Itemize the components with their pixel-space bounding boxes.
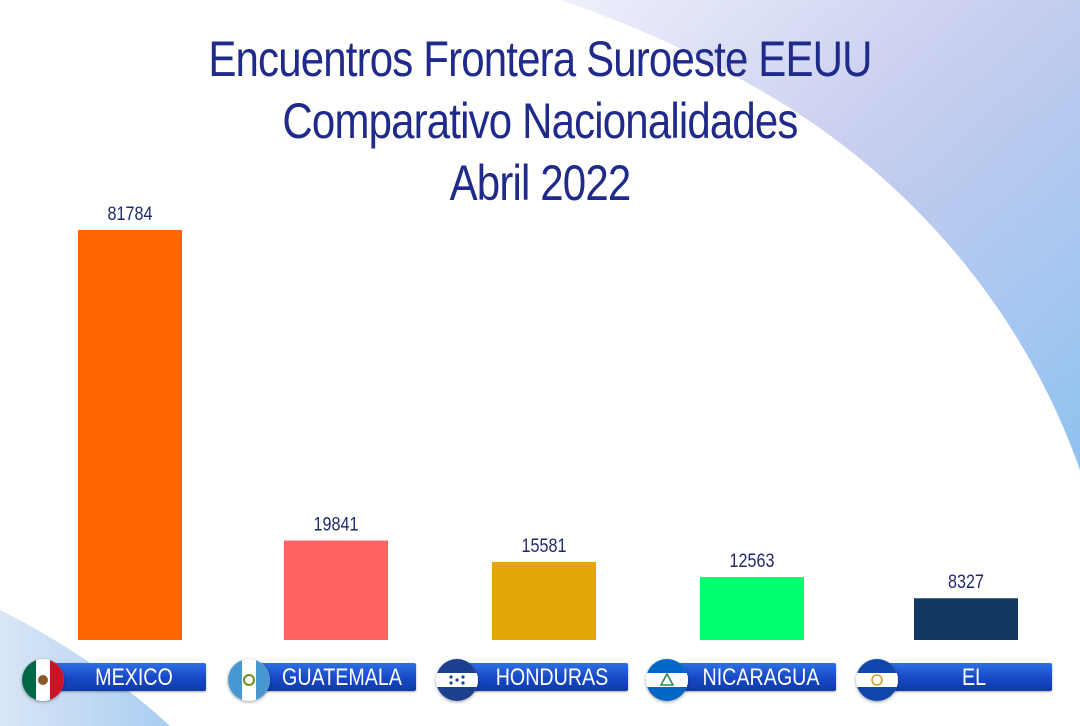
bar-nicaragua (700, 577, 804, 640)
category-text: HONDURAS (495, 664, 609, 691)
bar-honduras (492, 561, 596, 640)
el-salvador-flag-icon (856, 659, 898, 701)
category-text: NICARAGUA (702, 664, 820, 691)
bar-guatemala (284, 540, 388, 640)
nicaragua-flag-icon (646, 659, 688, 701)
label-background (874, 663, 1052, 691)
value-label: 15581 (522, 535, 567, 557)
mexico-flag-icon (22, 659, 64, 701)
category-label-guatemala: GUATEMALA (228, 659, 416, 701)
value-label: 19841 (314, 513, 359, 535)
value-label: 12563 (730, 550, 775, 572)
bar-el-salvador (914, 598, 1018, 640)
category-text: GUATEMALA (282, 664, 402, 691)
value-label: 8327 (948, 571, 984, 593)
title-line-1: Encuentros Frontera Suroeste EEUU (208, 31, 872, 87)
category-label-honduras: HONDURAS (436, 659, 628, 701)
bar-mexico (78, 230, 182, 640)
value-label: 81784 (108, 203, 153, 225)
label-background (454, 663, 628, 691)
category-text: MEXICO (95, 664, 173, 691)
label-background (246, 663, 416, 691)
title-line-2: Comparativo Nacionalidades (282, 93, 798, 149)
label-background (664, 663, 836, 691)
label-background (40, 663, 206, 691)
category-label-mexico: MEXICO (22, 659, 206, 701)
category-label-nicaragua: NICARAGUA (646, 659, 836, 701)
category-text: EL SALVADOR (921, 664, 1027, 720)
title-line-3: Abril 2022 (449, 155, 632, 211)
honduras-flag-icon (436, 659, 478, 701)
guatemala-flag-icon (228, 659, 270, 701)
category-label-el-salvador: EL SALVADOR (856, 659, 1052, 720)
